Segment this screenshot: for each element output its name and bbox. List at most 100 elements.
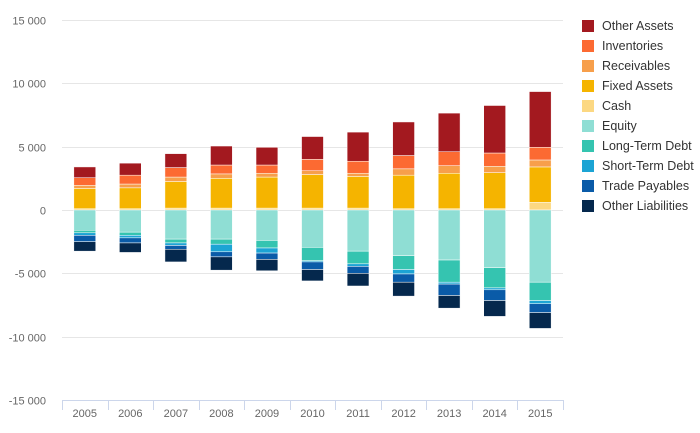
bar-segment: [301, 159, 324, 171]
bar-segment: [529, 303, 552, 313]
x-tick-label: 2013: [437, 408, 461, 420]
bar-segment: [346, 273, 370, 287]
legend-label: Receivables: [602, 59, 671, 73]
bar-segment: [437, 151, 461, 166]
legend-item[interactable]: Receivables: [582, 56, 694, 76]
x-tick-label: 2006: [118, 408, 142, 420]
bar-segment: [437, 259, 461, 283]
bar-segment: [73, 166, 96, 178]
legend-item[interactable]: Short-Term Debt: [582, 156, 694, 176]
legend-swatch: [582, 80, 594, 92]
legend-swatch: [582, 140, 594, 152]
legend-item[interactable]: Long-Term Debt: [582, 136, 694, 156]
legend-item[interactable]: Equity: [582, 116, 694, 136]
bar-segment: [483, 267, 506, 289]
bar-segment: [73, 235, 96, 242]
bar-segment: [529, 312, 552, 329]
bar-segment: [301, 207, 324, 211]
bar-segment: [164, 238, 188, 244]
bar-segment: [255, 207, 279, 211]
legend-swatch: [582, 180, 594, 192]
legend-swatch: [582, 120, 594, 132]
y-tick-label: 15 000: [12, 16, 46, 28]
bar-segment: [210, 145, 233, 166]
legend-label: Short-Term Debt: [602, 159, 694, 173]
bar-segment: [437, 295, 461, 309]
legend-swatch: [582, 100, 594, 112]
x-tick-label: 2009: [255, 408, 279, 420]
bar-segment: [73, 232, 96, 236]
y-tick-label: -5 000: [15, 269, 46, 281]
bar-segment: [437, 112, 461, 152]
bar-segment: [437, 165, 461, 174]
bar-segment: [210, 256, 233, 271]
legend-item[interactable]: Other Assets: [582, 16, 694, 36]
bar-segment: [529, 159, 552, 168]
bar-segment: [73, 177, 96, 186]
bar-segment: [164, 181, 188, 209]
x-tick-label: 2012: [391, 408, 415, 420]
x-tick-label: 2005: [73, 408, 97, 420]
bar-segment: [392, 155, 415, 170]
legend-label: Inventories: [602, 39, 664, 53]
bar-segment: [483, 105, 506, 154]
bar-segment: [301, 269, 324, 282]
legend-item[interactable]: Other Liabilities: [582, 196, 694, 216]
y-tick-label: 10 000: [12, 79, 46, 91]
bar-segment: [164, 209, 188, 240]
legend-item[interactable]: Trade Payables: [582, 176, 694, 196]
bar-segment: [301, 170, 324, 175]
bar-segment: [164, 207, 188, 211]
bar-segment: [164, 242, 188, 246]
legend-label: Other Assets: [602, 19, 674, 33]
bar-segment: [346, 176, 370, 209]
bar-segment: [164, 153, 188, 168]
legend-label: Fixed Assets: [602, 79, 673, 93]
legend-item[interactable]: Fixed Assets: [582, 76, 694, 96]
x-tick-label: 2011: [346, 408, 370, 420]
bar-segment: [255, 240, 279, 249]
bar-segment: [392, 255, 415, 270]
bar-segment: [73, 241, 96, 252]
bar-segment: [301, 261, 324, 270]
y-tick-label: -15 000: [9, 396, 46, 408]
x-tick-label: 2010: [300, 408, 324, 420]
legend-label: Cash: [602, 99, 632, 113]
bar-segment: [483, 300, 506, 317]
legend-item[interactable]: Inventories: [582, 36, 694, 56]
bar-segment: [483, 152, 506, 167]
bar-segment: [437, 281, 461, 285]
bar-segment: [392, 281, 415, 297]
bar-segment: [73, 209, 96, 231]
y-tick-label: 5 000: [18, 143, 46, 155]
bar-segment: [119, 209, 142, 233]
bar-segment: [392, 168, 415, 176]
bar-segment: [301, 136, 324, 160]
bar-segment: [529, 91, 552, 148]
bar-segment: [346, 250, 370, 265]
bar-segment: [346, 173, 370, 177]
bar-segment: [483, 287, 506, 291]
legend-swatch: [582, 160, 594, 172]
bar-segment: [255, 247, 279, 254]
bar-segment: [483, 172, 506, 209]
bar-segment: [346, 160, 370, 174]
bar-segment: [392, 273, 415, 283]
bar-segment: [392, 269, 415, 275]
bar-segment: [255, 147, 279, 166]
bar-segment: [346, 131, 370, 162]
y-tick-label: -10 000: [9, 333, 46, 345]
bar-segment: [255, 164, 279, 174]
bar-segment: [210, 251, 233, 258]
bar-segment: [301, 247, 324, 261]
bar-segment: [301, 174, 324, 209]
legend-item[interactable]: Cash: [582, 96, 694, 116]
bar-segment: [73, 188, 96, 209]
bar-segment: [119, 242, 142, 253]
bar-segment: [119, 162, 142, 176]
bar-segment: [529, 202, 552, 211]
bars: [73, 91, 552, 329]
bar-segment: [392, 209, 415, 256]
bar-segment: [529, 300, 552, 304]
